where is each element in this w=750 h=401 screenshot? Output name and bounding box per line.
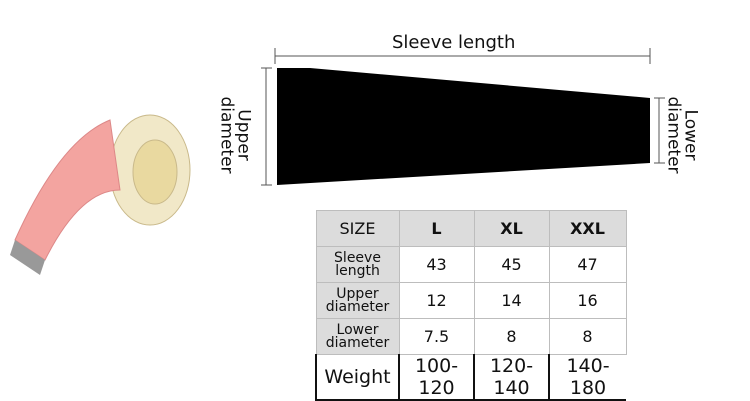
row-label: Lower diameter [315, 318, 400, 355]
table-header-row: SIZE L XL XXL [315, 210, 627, 247]
table-cell: 8 [473, 318, 550, 355]
sleeve-shape [277, 68, 650, 185]
header-cell: XL [473, 210, 550, 247]
header-cell: SIZE [315, 210, 400, 247]
table-cell: 8 [548, 318, 627, 355]
upper-diameter-label: Upper diameter [216, 96, 254, 174]
table-cell: 7.5 [398, 318, 475, 355]
row-label: Upper diameter [315, 282, 400, 319]
table-row: Lower diameter 7.5 8 8 [315, 318, 627, 355]
table-row: Upper diameter 12 14 16 [315, 282, 627, 319]
lower-diameter-label: Lower diameter [663, 96, 701, 174]
table-cell: 140-180 [548, 354, 626, 401]
header-cell: XXL [548, 210, 627, 247]
size-table: SIZE L XL XXL Sleeve length 43 45 47 Uppe… [315, 210, 627, 401]
sleeve-diagram [261, 48, 665, 186]
weight-row: Weight 100-120 120-140 140-180 [315, 354, 626, 401]
table-cell: 14 [473, 282, 550, 319]
table-cell: 47 [548, 246, 627, 283]
row-label: Sleeve length [315, 246, 400, 283]
table-cell: 12 [398, 282, 475, 319]
table-cell: 43 [398, 246, 475, 283]
table-cell: 16 [548, 282, 627, 319]
table-cell: 100-120 [398, 354, 474, 401]
tape-measure-image [10, 114, 191, 275]
weight-label: Weight [315, 354, 399, 401]
table-row: Sleeve length 43 45 47 [315, 246, 627, 283]
sleeve-length-label: Sleeve length [392, 32, 516, 53]
table-cell: 120-140 [473, 354, 549, 401]
table-cell: 45 [473, 246, 550, 283]
header-cell: L [398, 210, 475, 247]
